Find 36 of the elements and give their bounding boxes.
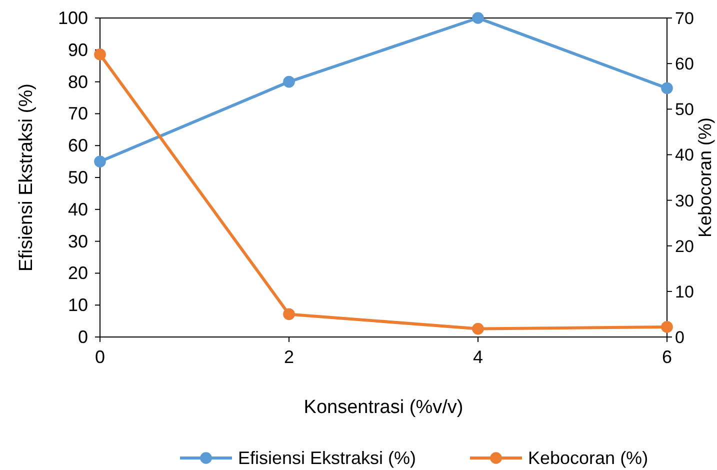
y-tick-label: 60 [68, 136, 88, 156]
y-tick-label: 100 [58, 8, 88, 28]
y-tick-label: 50 [68, 168, 88, 188]
y-tick-label: 90 [68, 40, 88, 60]
legend-label: Kebocoran (%) [528, 448, 648, 468]
x-tick-label: 4 [472, 347, 484, 367]
point [94, 48, 106, 60]
x-tick-label: 2 [284, 347, 294, 367]
y-tick-label: 40 [68, 199, 88, 220]
y2-tick-label: 10 [675, 282, 694, 302]
y2-tick-label: 0 [675, 328, 684, 347]
y-axis-title: Efisiensi Ekstraksi (%) [16, 84, 37, 272]
point [661, 321, 673, 333]
x-tick-label: 0 [94, 347, 106, 367]
point [661, 82, 673, 94]
y-tick-label: 20 [68, 263, 88, 284]
y-tick-label: 80 [68, 72, 88, 92]
point [283, 76, 295, 88]
y2-tick-label: 70 [675, 9, 694, 28]
point [94, 156, 106, 168]
y2-axis-title: Kebocoran (%) [695, 117, 715, 238]
point [283, 308, 295, 320]
y2-tick-label: 20 [675, 236, 694, 256]
y-tick-label: 0 [78, 327, 88, 347]
y2-tick-label: 60 [675, 54, 694, 74]
y-tick-label: 10 [68, 295, 88, 316]
x-axis-title: Konsentrasi (%v/v) [304, 397, 464, 418]
y2-tick-label: 40 [675, 146, 694, 165]
x-tick-label: 6 [662, 347, 672, 367]
y2-tick-label: 50 [675, 100, 694, 120]
y-tick-label: 30 [68, 231, 88, 252]
y-tick-label: 70 [68, 104, 88, 124]
point [472, 12, 484, 24]
y2-tick-label: 30 [675, 191, 694, 210]
point [472, 322, 484, 335]
legend-label: Efisiensi Ekstraksi (%) [238, 448, 416, 468]
